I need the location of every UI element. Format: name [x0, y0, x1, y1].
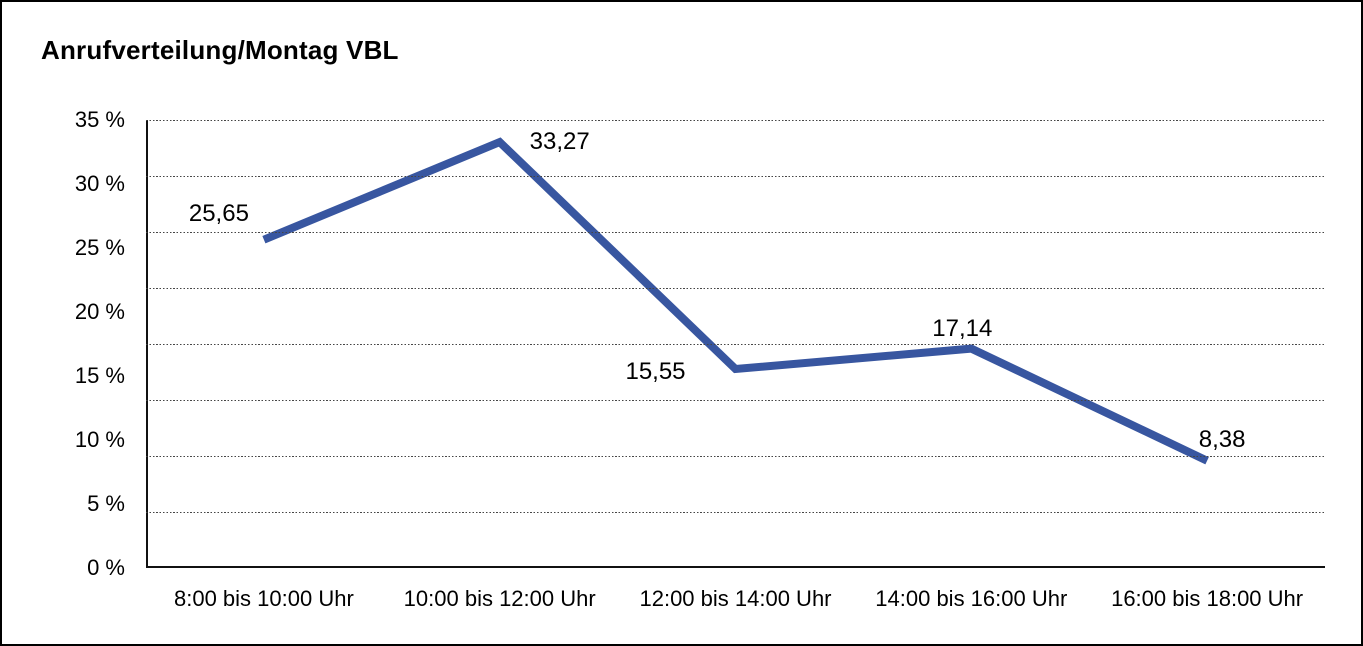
gridline	[146, 232, 1325, 233]
data-value-label: 8,38	[1198, 425, 1246, 453]
line-chart-svg	[262, 137, 1209, 465]
y-axis-tick-label: 10 %	[74, 427, 125, 452]
gridline	[146, 120, 1325, 121]
y-axis-tick-label: 15 %	[74, 363, 125, 388]
x-axis-category-label: 14:00 bis 16:00 Uhr	[875, 586, 1068, 611]
series-line	[262, 137, 1209, 465]
chart-title: Anrufverteilung/Montag VBL	[41, 35, 399, 65]
x-axis-category-label: 8:00 bis 10:00 Uhr	[174, 586, 354, 611]
gridline	[146, 400, 1325, 401]
x-axis-line	[146, 566, 1325, 568]
data-value-label: 33,27	[529, 128, 590, 156]
x-axis-category-label: 10:00 bis 12:00 Uhr	[403, 586, 596, 611]
y-axis-tick-label: 20 %	[74, 299, 125, 324]
y-axis-tick-label: 5 %	[87, 491, 125, 516]
gridline	[146, 456, 1325, 457]
data-value-label: 17,14	[932, 314, 993, 342]
y-axis-tick-label: 25 %	[74, 235, 125, 260]
gridline	[146, 512, 1325, 513]
x-axis-category-label: 12:00 bis 14:00 Uhr	[639, 586, 832, 611]
y-axis-tick-label: 30 %	[74, 171, 125, 196]
gridline	[146, 344, 1325, 345]
x-axis-category-label: 16:00 bis 18:00 Uhr	[1111, 586, 1304, 611]
data-value-label: 25,65	[188, 199, 249, 227]
gridline	[146, 176, 1325, 177]
data-value-label: 15,55	[625, 357, 686, 385]
y-axis-tick-label: 0 %	[87, 555, 125, 580]
y-axis-tick-label: 35 %	[74, 107, 125, 132]
plot-area: 25,65 33,27 15,55 17,14 8,38	[146, 120, 1325, 568]
gridline	[146, 288, 1325, 289]
